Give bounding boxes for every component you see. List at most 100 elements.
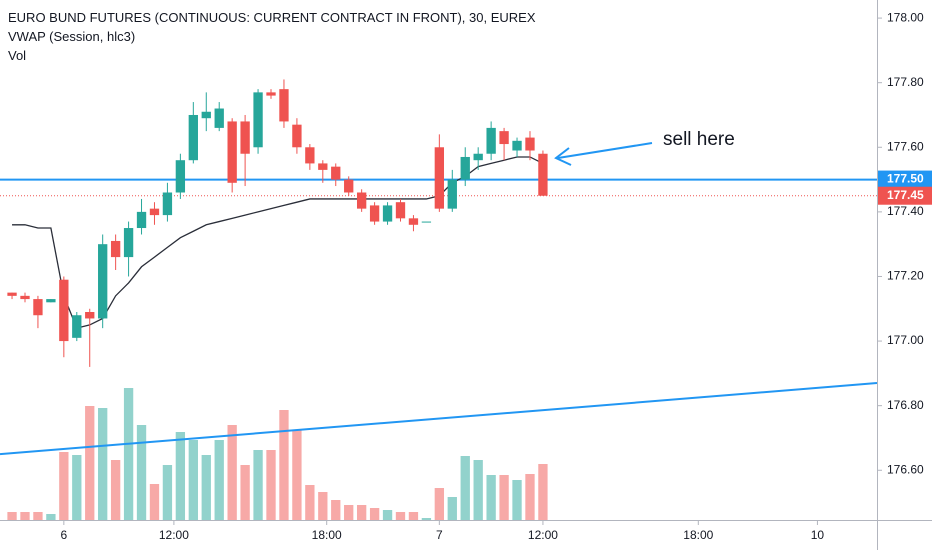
x-tick-label: 18:00 [312, 528, 342, 542]
volume-bar [318, 492, 328, 520]
volume-layer [7, 388, 548, 520]
x-tick-label: 12:00 [528, 528, 558, 542]
volume-bar [20, 512, 30, 520]
candle-body [434, 147, 445, 209]
y-tick-label: 177.80 [887, 75, 924, 89]
volume-bar [512, 480, 522, 520]
candle-body [20, 295, 30, 300]
volume-bar [7, 512, 17, 520]
volume-bar [201, 455, 211, 520]
volume-bar [266, 450, 276, 520]
arrow-shaft [557, 142, 653, 159]
trend-line [0, 382, 878, 456]
candle-body [214, 108, 224, 128]
candle-body [382, 205, 393, 222]
volume-bar [331, 500, 341, 520]
x-tick-label: 7 [436, 528, 443, 542]
candle-body [447, 179, 457, 209]
y-tick-label: 177.00 [887, 333, 924, 347]
volume-bar [72, 455, 82, 520]
volume-bar [188, 440, 198, 520]
volume-bar [538, 464, 548, 520]
price-badge [878, 186, 932, 205]
candle-body [512, 140, 522, 151]
volume-bar [305, 485, 315, 520]
volume-bar [46, 514, 56, 520]
volume-bar [460, 456, 470, 520]
volume-bar [136, 425, 147, 520]
legend-entry: Vol [8, 48, 26, 63]
x-tick-label: 12:00 [159, 528, 189, 542]
candle-body [85, 312, 95, 319]
candle-body [499, 131, 509, 145]
candle-body [408, 218, 419, 225]
legend-entry: VWAP (Session, hlc3) [8, 29, 135, 44]
price-badge [878, 170, 932, 189]
candle-body [227, 121, 237, 183]
candle-body [110, 240, 121, 258]
candle-body [356, 192, 367, 209]
volume-bar [33, 512, 43, 520]
candle-body [188, 114, 198, 161]
annotation-arrow [554, 142, 653, 166]
candle-body [253, 92, 263, 148]
x-tick-label: 10 [811, 528, 825, 542]
candle-body [162, 192, 173, 216]
candle-body [395, 202, 406, 219]
volume-bar [292, 430, 302, 520]
candle-body [123, 228, 134, 258]
volume-bar [499, 475, 509, 520]
volume-bar [240, 465, 250, 520]
y-tick-label: 177.40 [887, 204, 924, 218]
arrow-head [554, 147, 572, 166]
candle-body [136, 211, 147, 229]
volume-bar [110, 460, 121, 520]
volume-bar [356, 505, 367, 520]
volume-bar [473, 460, 483, 520]
volume-bar [253, 450, 263, 520]
volume-bar [98, 408, 108, 520]
volume-bar [85, 406, 95, 520]
candle-body [369, 205, 380, 222]
volume-bar [344, 505, 354, 520]
candle-layer [7, 79, 548, 367]
price-badge-label: 177.50 [887, 172, 924, 186]
candle-body [331, 166, 341, 180]
volume-bar [162, 465, 173, 520]
candle-body [240, 121, 250, 154]
candle-body [46, 299, 56, 303]
volume-bar [279, 410, 289, 520]
candle-body [279, 89, 289, 122]
candle-body [460, 156, 470, 180]
y-tick-label: 177.60 [887, 139, 924, 153]
volume-bar [59, 452, 69, 520]
candle-body [33, 299, 43, 316]
candle-body [149, 208, 160, 216]
candle-body [486, 127, 496, 154]
y-tick-label: 178.00 [887, 10, 924, 24]
annotation: sell here [663, 129, 735, 150]
candle-body [266, 92, 276, 96]
candle-body [525, 137, 535, 151]
candle-body [201, 111, 211, 119]
candle-body [7, 292, 17, 296]
candle-body [175, 160, 186, 193]
axes-layer: 178.00 177.80 177.60 177.40 177.20 177.00 176.… [60, 10, 932, 542]
candle-body [305, 147, 315, 164]
x-tick-label: 6 [60, 528, 67, 542]
volume-bar [382, 510, 393, 520]
y-tick-label: 176.60 [887, 462, 924, 476]
volume-bar [408, 512, 419, 520]
volume-bar [227, 425, 237, 520]
volume-bar [395, 512, 406, 520]
candle-body [72, 315, 82, 338]
candle-body [318, 163, 328, 170]
chart-title: EURO BUND FUTURES (CONTINUOUS: CURRENT C… [8, 10, 536, 25]
volume-bar [149, 484, 160, 520]
candle-body [473, 153, 483, 161]
volume-bar [525, 474, 535, 520]
volume-bar [123, 388, 134, 520]
volume-bar [369, 508, 380, 520]
candle-body [292, 124, 302, 148]
candle-body [59, 279, 69, 342]
